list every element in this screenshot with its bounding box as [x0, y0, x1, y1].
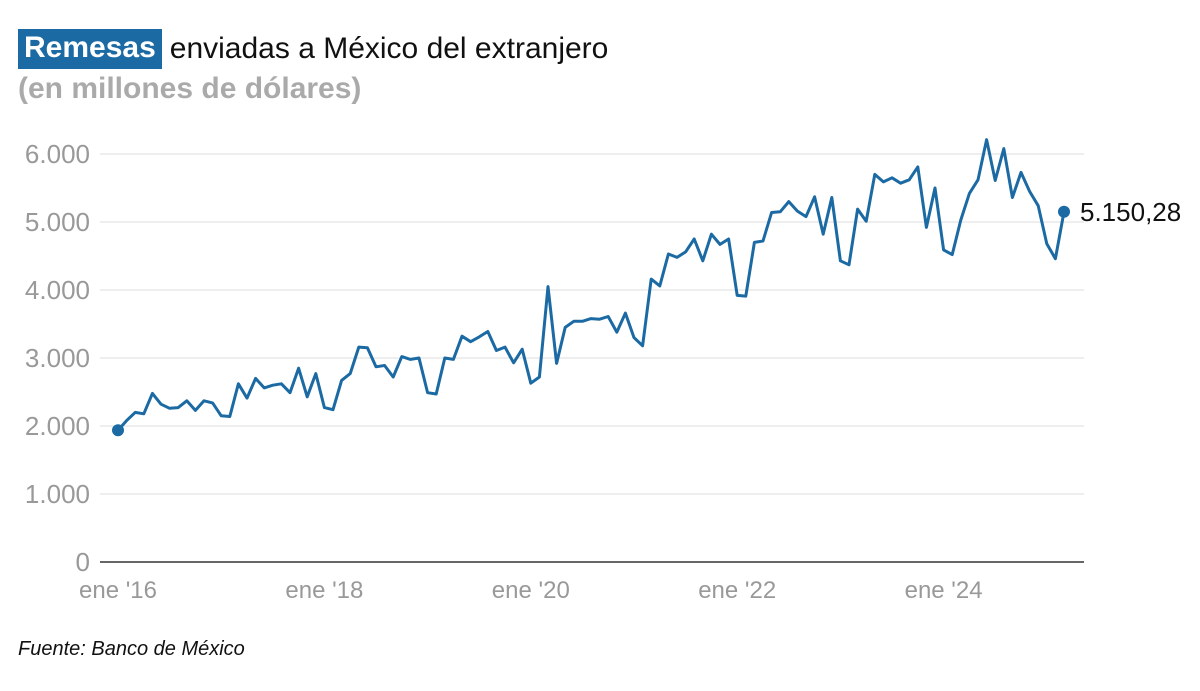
- series-line: [116, 138, 1066, 432]
- y-tick-label: 1.000: [25, 479, 90, 509]
- y-tick-label: 0: [76, 547, 90, 577]
- x-tick-label: ene '24: [905, 577, 983, 604]
- title-text: enviadas a México del extranjero: [169, 32, 609, 65]
- x-tick-label: ene '18: [285, 577, 363, 604]
- y-tick-label: 5.000: [25, 207, 90, 237]
- chart-title: Remesas enviadas a México del extranjero: [18, 28, 608, 70]
- y-tick-label: 3.000: [25, 343, 90, 373]
- end-value-label: 5.150,28: [1080, 197, 1181, 227]
- x-tick-label: ene '22: [698, 577, 776, 604]
- x-tick-label: ene '16: [79, 577, 157, 604]
- x-tick-label: ene '20: [492, 577, 570, 604]
- start-point: [112, 424, 124, 437]
- source-note: Fuente: Banco de México: [18, 638, 245, 660]
- end-point: [1058, 205, 1070, 218]
- y-tick-label: 4.000: [25, 275, 90, 305]
- y-tick-label: 2.000: [25, 411, 90, 441]
- title-highlight: Remesas: [18, 29, 162, 69]
- chart-subtitle: (en millones de dólares): [18, 72, 362, 105]
- y-tick-label: 6.000: [25, 139, 90, 169]
